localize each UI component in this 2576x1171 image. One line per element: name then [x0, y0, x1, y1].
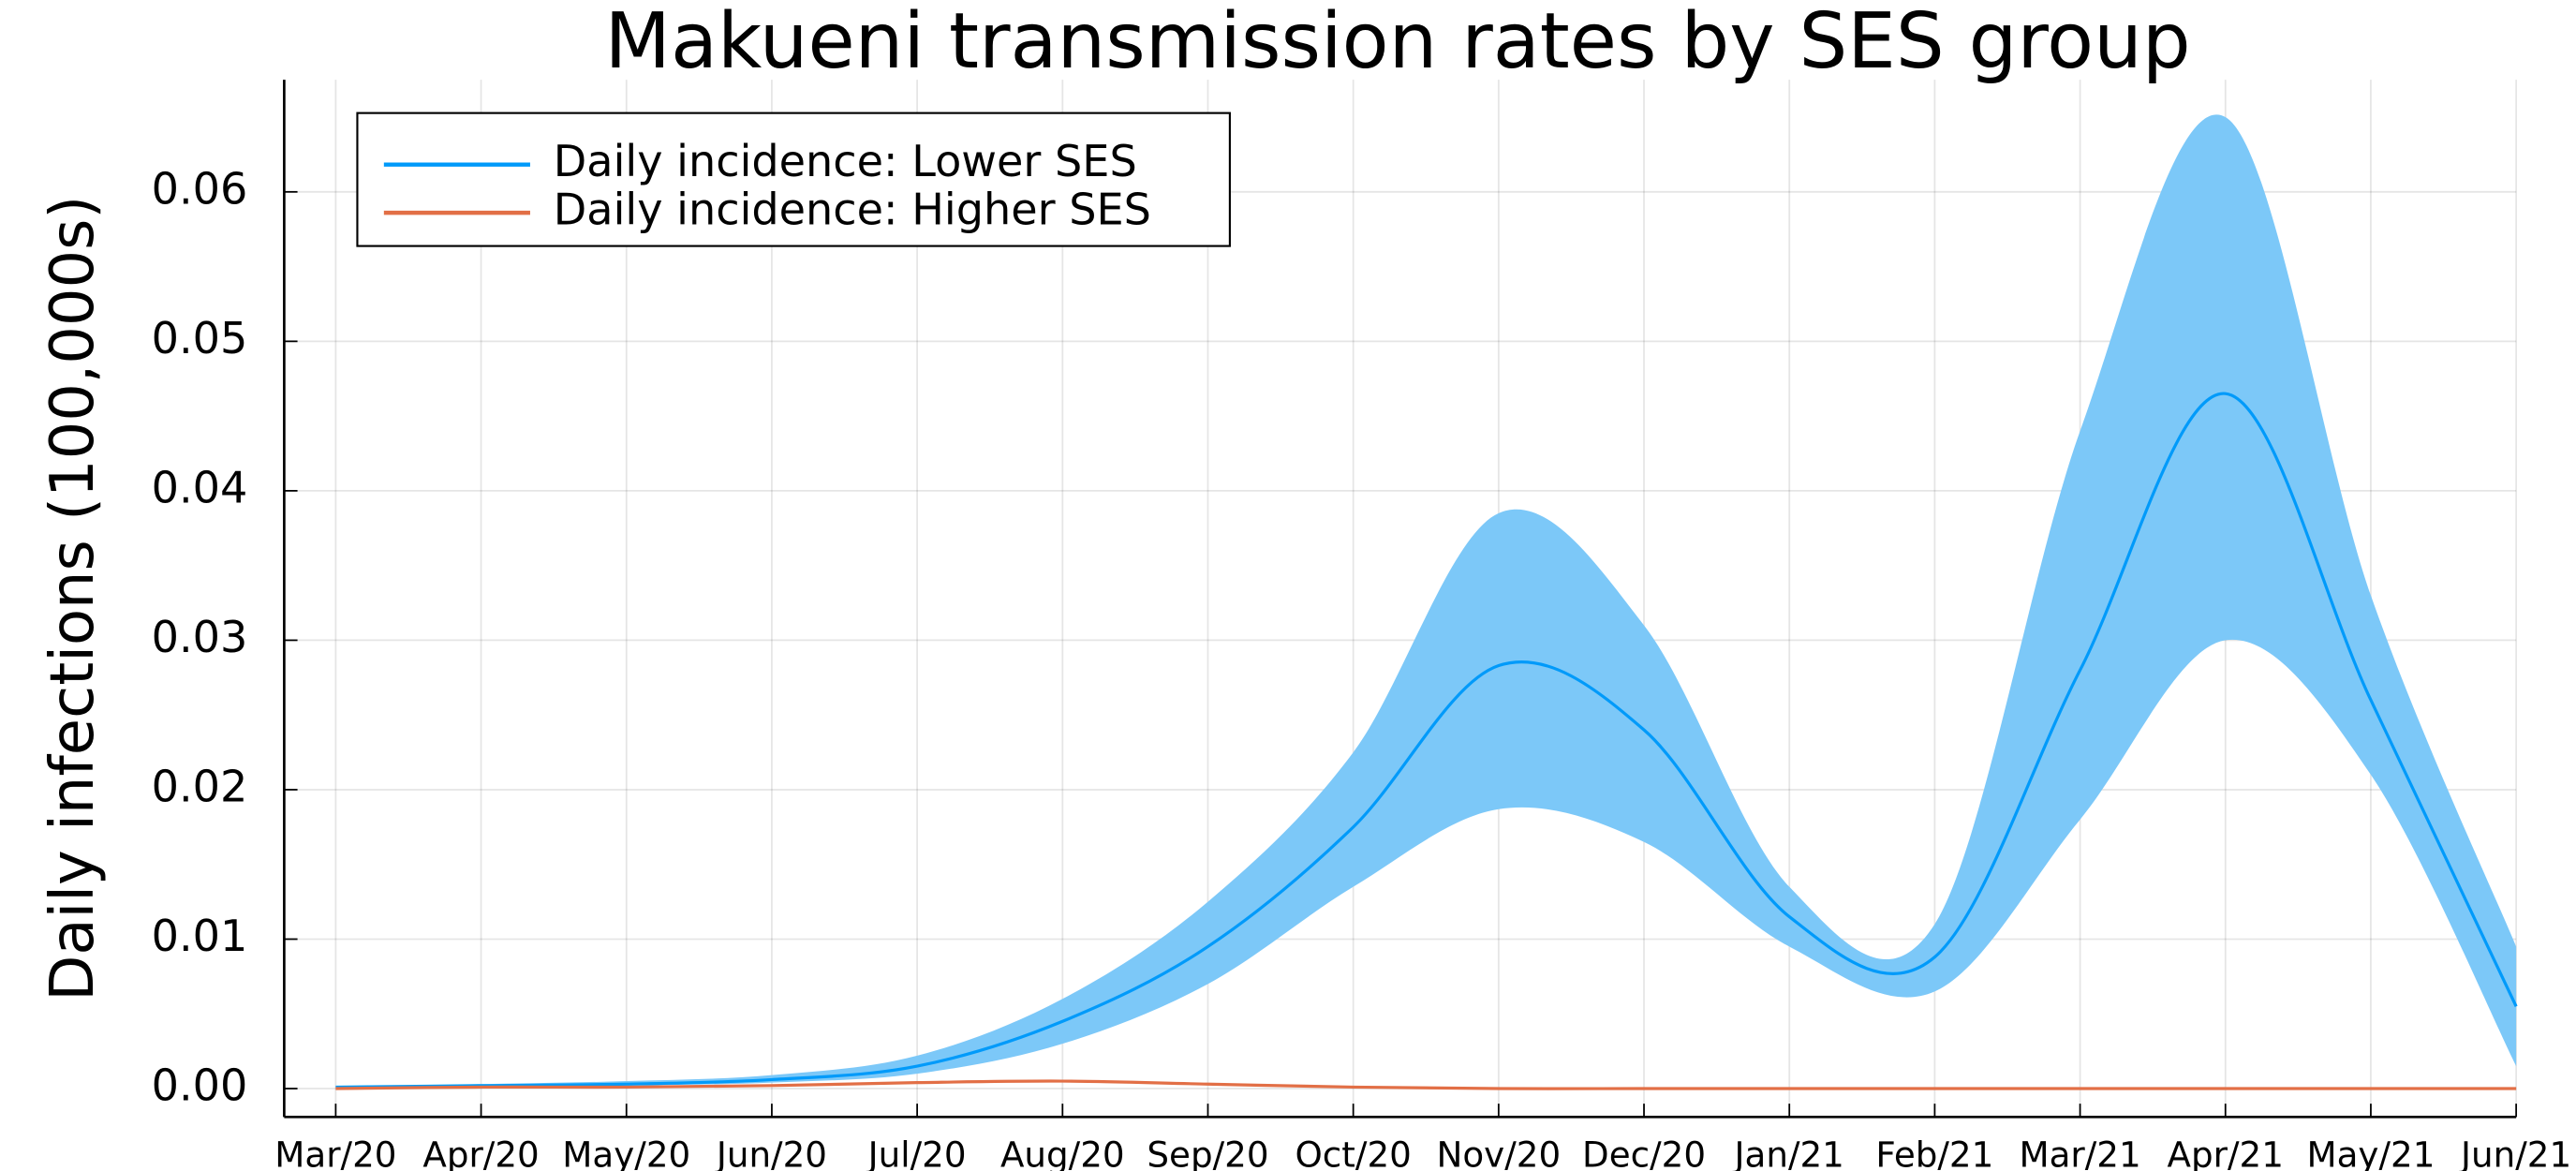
series-line	[335, 392, 2518, 1089]
x-tick-label: Jun/21	[2459, 1134, 2571, 1171]
y-tick-label: 0.06	[152, 163, 248, 214]
x-tick-label: Nov/20	[1437, 1134, 1562, 1171]
x-tick-label: Dec/20	[1582, 1134, 1706, 1171]
legend-label: Daily incidence: Lower SES	[554, 136, 1137, 186]
x-tick-label: Feb/21	[1875, 1134, 1993, 1171]
legend-box	[356, 111, 1231, 247]
y-tick-label: 0.04	[152, 462, 248, 512]
x-tick-label: Jul/20	[866, 1134, 967, 1171]
x-tick-label: Mar/21	[2019, 1134, 2140, 1171]
x-tick-label: Apr/21	[2168, 1134, 2284, 1171]
x-tick-label: Oct/20	[1295, 1134, 1411, 1171]
x-tick-label: Mar/20	[274, 1134, 396, 1171]
y-tick-label: 0.05	[152, 313, 248, 363]
y-tick-label: 0.01	[152, 911, 248, 961]
confidence-band	[335, 114, 2517, 1088]
chart-title: Makueni transmission rates by SES group	[605, 0, 2191, 86]
x-tick-label: May/21	[2306, 1134, 2435, 1171]
x-tick-label: Jun/20	[715, 1134, 827, 1171]
y-tick-label: 0.00	[152, 1060, 248, 1111]
y-tick-label: 0.02	[152, 761, 248, 811]
series-line	[335, 1079, 2517, 1090]
y-axis-label: Daily infections (100,000s)	[38, 196, 108, 1001]
x-tick-label: May/20	[562, 1134, 690, 1171]
legend-label: Daily incidence: Higher SES	[554, 185, 1151, 235]
x-tick-label: Jan/21	[1733, 1134, 1844, 1171]
y-tick-label: 0.03	[152, 612, 248, 662]
x-tick-label: Sep/20	[1147, 1134, 1268, 1171]
x-tick-label: Aug/20	[1000, 1134, 1125, 1171]
x-tick-label: Apr/20	[422, 1134, 539, 1171]
